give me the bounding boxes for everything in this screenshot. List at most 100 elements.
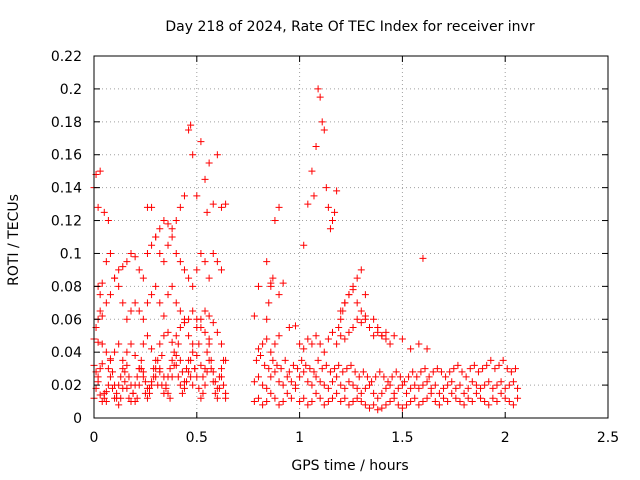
- data-point-plus: [222, 394, 230, 402]
- data-point-plus: [468, 398, 476, 406]
- data-point-plus: [279, 381, 287, 389]
- data-point-plus: [419, 398, 427, 406]
- data-point-plus: [347, 361, 355, 369]
- data-point-plus: [168, 225, 176, 233]
- data-point-plus: [419, 381, 427, 389]
- data-point-plus: [314, 356, 322, 364]
- data-point-plus: [213, 328, 221, 336]
- data-point-plus: [304, 200, 312, 208]
- data-point-plus: [435, 389, 443, 397]
- data-point-plus: [131, 299, 139, 307]
- data-point-plus: [213, 258, 221, 266]
- data-point-plus: [407, 345, 415, 353]
- data-point-plus: [269, 274, 277, 282]
- data-point-plus: [285, 368, 293, 376]
- data-point-plus: [119, 263, 127, 271]
- data-point-plus: [213, 394, 221, 402]
- data-point-plus: [211, 378, 219, 386]
- data-point-plus: [370, 315, 378, 323]
- data-point-plus: [300, 345, 308, 353]
- data-point-plus: [304, 378, 312, 386]
- data-point-plus: [306, 365, 314, 373]
- data-point-plus: [493, 398, 501, 406]
- data-point-plus: [370, 389, 378, 397]
- data-point-plus: [174, 373, 182, 381]
- data-point-plus: [378, 332, 386, 340]
- data-point-plus: [384, 378, 392, 386]
- data-point-plus: [501, 394, 509, 402]
- data-point-plus: [164, 328, 172, 336]
- data-point-plus: [437, 368, 445, 376]
- data-point-plus: [456, 398, 464, 406]
- data-point-plus: [189, 348, 197, 356]
- data-point-plus: [180, 266, 188, 274]
- data-point-plus: [341, 299, 349, 307]
- data-point-plus: [94, 203, 102, 211]
- data-point-plus: [197, 249, 205, 257]
- data-point-plus: [382, 401, 390, 409]
- data-point-plus: [366, 324, 374, 331]
- data-point-plus: [267, 282, 275, 290]
- data-point-plus: [448, 378, 456, 386]
- data-point-plus: [316, 378, 324, 386]
- data-point-plus: [300, 368, 308, 376]
- data-point-plus: [326, 368, 334, 376]
- data-point-plus: [201, 175, 209, 183]
- data-point-plus: [440, 394, 448, 402]
- data-point-plus: [320, 381, 328, 389]
- data-point-plus: [263, 384, 271, 392]
- data-point-plus: [131, 351, 139, 359]
- data-point-plus: [320, 401, 328, 409]
- data-point-plus: [394, 401, 402, 409]
- data-point-plus: [197, 138, 205, 146]
- data-point-plus: [505, 381, 513, 389]
- data-point-plus: [485, 401, 493, 409]
- data-point-plus: [378, 404, 386, 412]
- data-point-plus: [331, 208, 339, 216]
- data-point-plus: [215, 373, 223, 381]
- data-point-plus: [257, 351, 265, 359]
- data-point-plus: [361, 291, 369, 299]
- data-point-plus: [318, 118, 326, 126]
- data-point-plus: [363, 373, 371, 381]
- data-point-plus: [472, 381, 480, 389]
- y-tick-label: 0: [73, 411, 82, 427]
- data-point-plus: [433, 365, 441, 373]
- data-point-plus: [197, 324, 205, 331]
- data-point-plus: [189, 381, 197, 389]
- data-point-plus: [479, 365, 487, 373]
- data-point-plus: [127, 340, 135, 348]
- data-point-plus: [265, 299, 273, 307]
- data-point-plus: [337, 381, 345, 389]
- data-point-plus: [193, 373, 201, 381]
- data-point-plus: [279, 279, 287, 287]
- data-point-plus: [366, 404, 374, 412]
- data-point-plus: [390, 332, 398, 340]
- data-point-plus: [474, 368, 482, 376]
- data-point-plus: [254, 394, 262, 402]
- data-point-plus: [409, 368, 417, 376]
- data-point-plus: [458, 368, 466, 376]
- data-point-plus: [370, 332, 378, 340]
- data-point-plus: [382, 328, 390, 336]
- data-point-plus: [197, 361, 205, 369]
- data-point-plus: [324, 335, 332, 343]
- data-point-plus: [341, 384, 349, 392]
- data-point-plus: [98, 312, 106, 320]
- data-point-plus: [209, 249, 217, 257]
- data-point-plus: [372, 373, 380, 381]
- data-points: [90, 85, 522, 414]
- data-point-plus: [283, 389, 291, 397]
- data-point-plus: [333, 373, 341, 381]
- data-point-plus: [185, 274, 193, 282]
- data-point-plus: [296, 373, 304, 381]
- data-point-plus: [104, 217, 112, 225]
- data-point-plus: [324, 398, 332, 406]
- data-point-plus: [495, 361, 503, 369]
- data-point-plus: [160, 258, 168, 266]
- data-point-plus: [217, 203, 225, 211]
- data-point-plus: [382, 384, 390, 392]
- y-tick-label: 0.04: [51, 345, 82, 361]
- data-point-plus: [407, 384, 415, 392]
- data-point-plus: [254, 373, 262, 381]
